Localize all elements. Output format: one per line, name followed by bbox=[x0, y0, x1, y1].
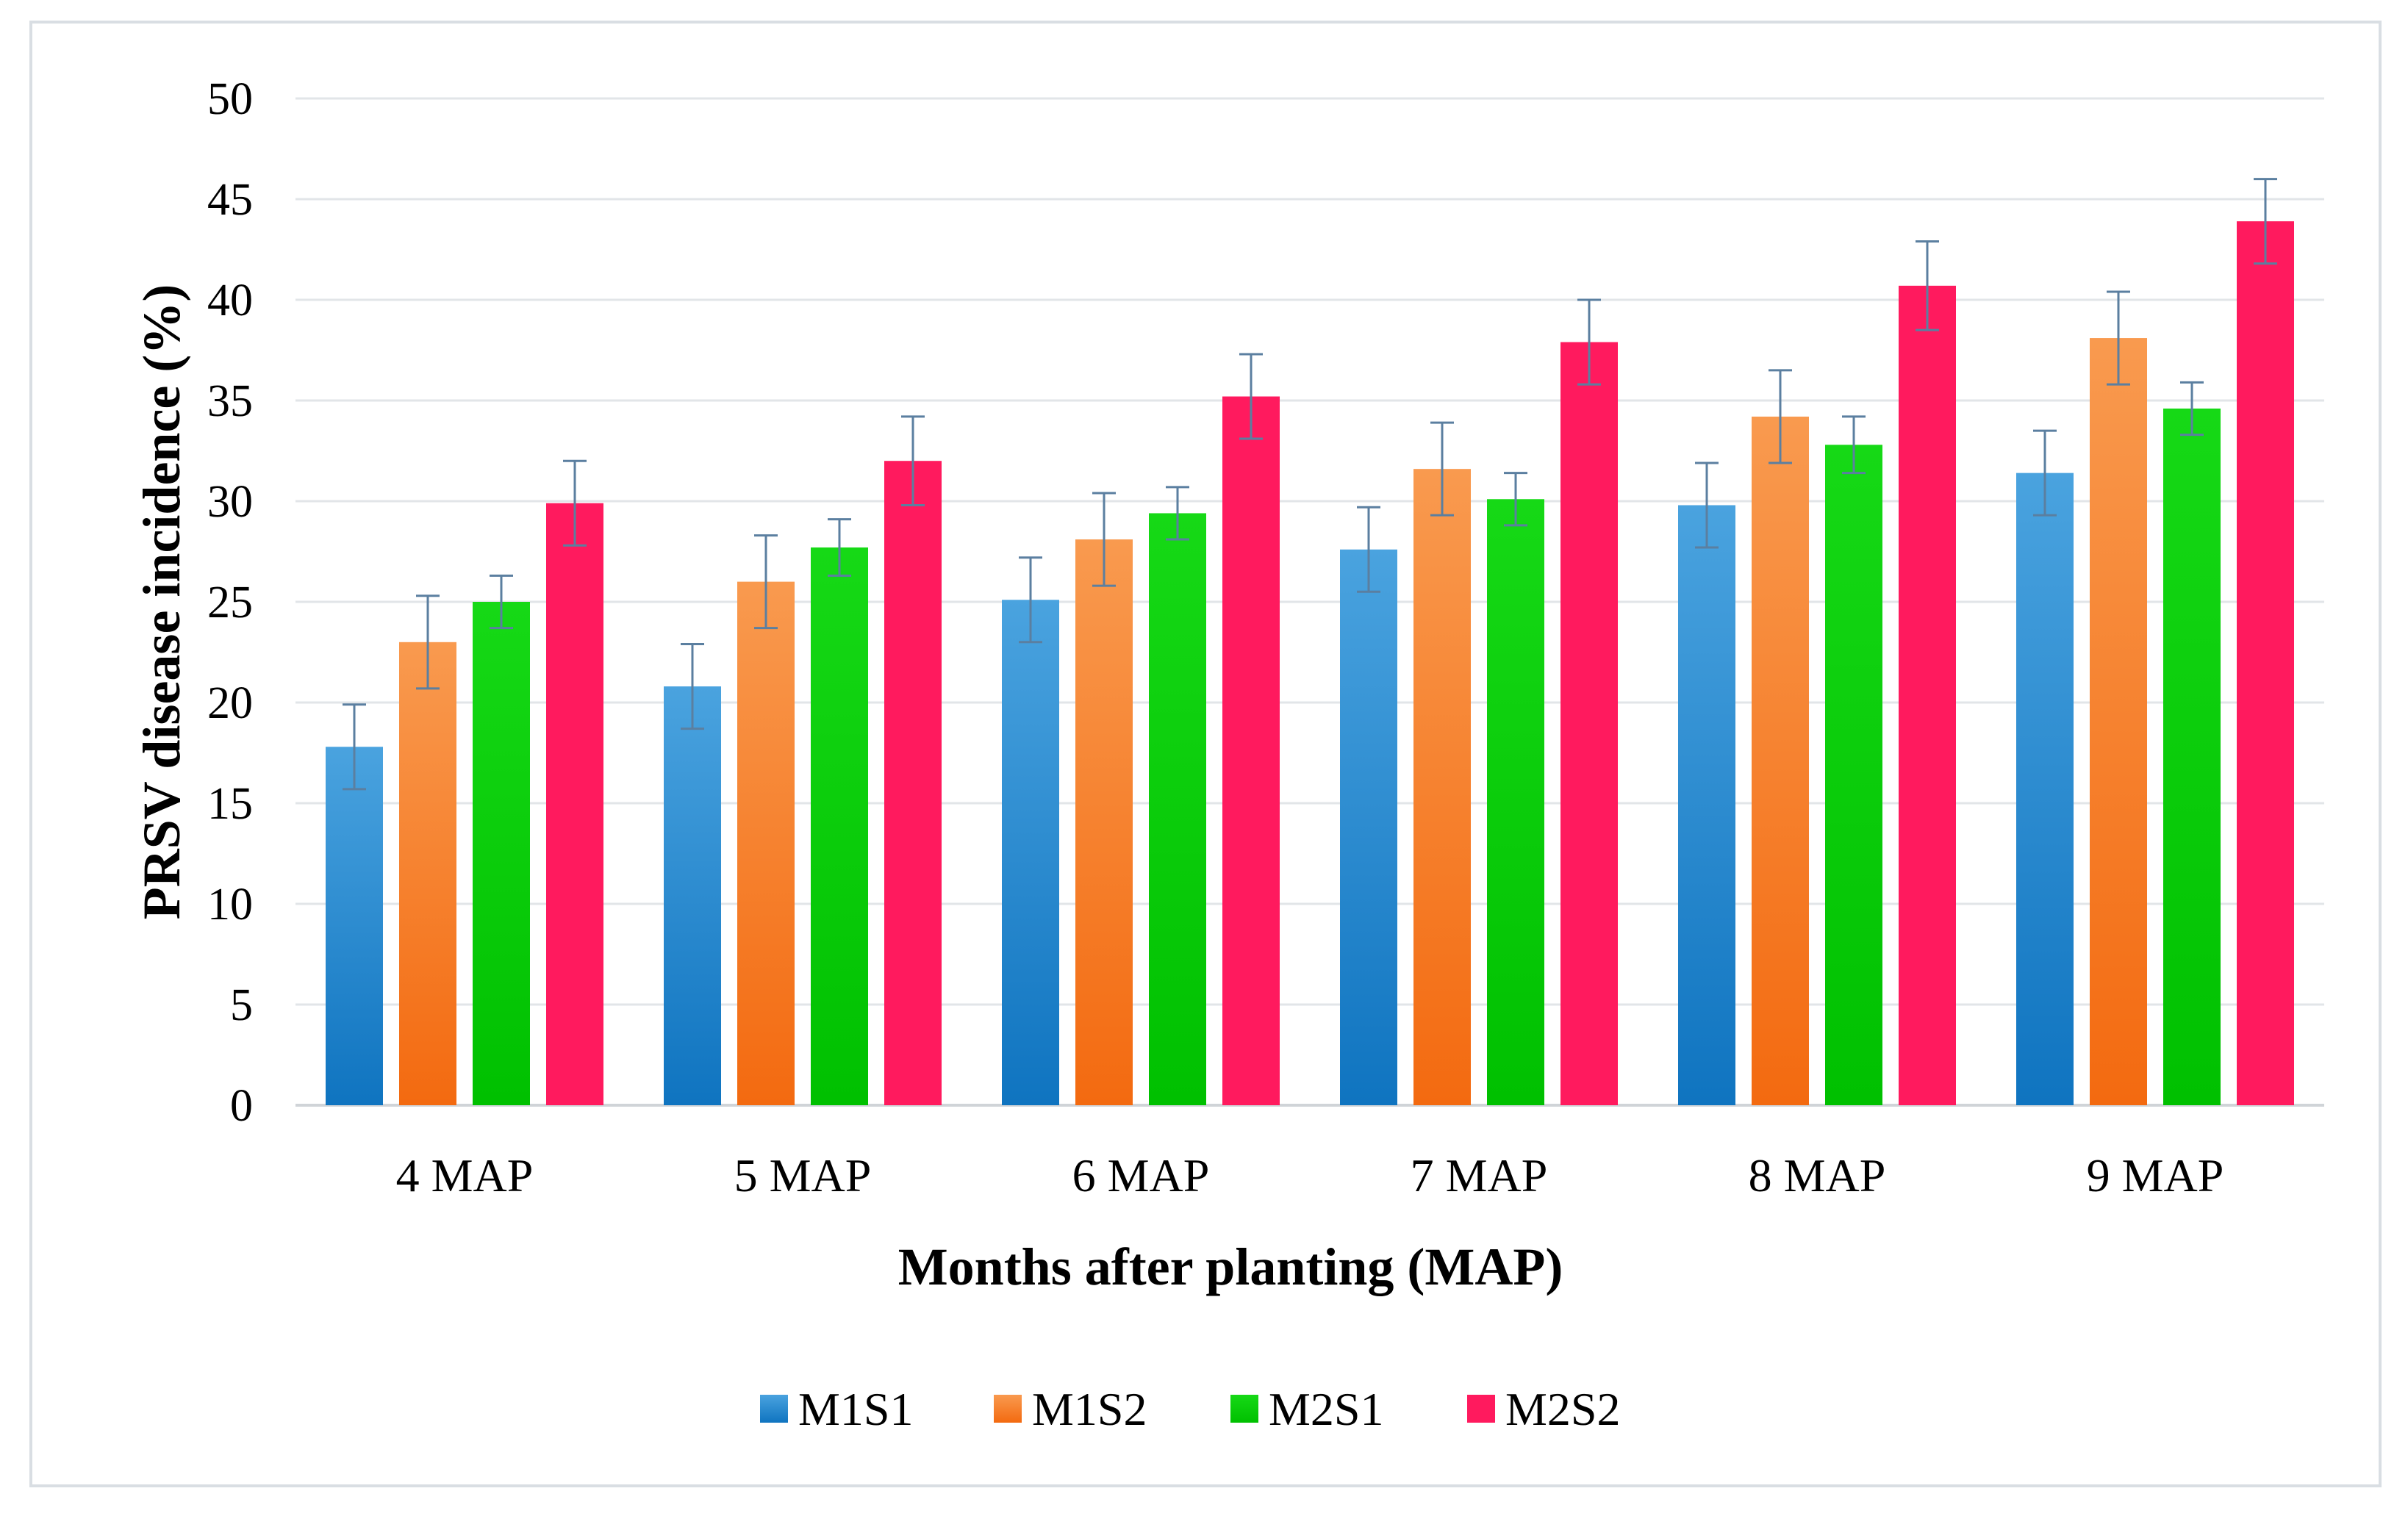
y-tick-label: 35 bbox=[207, 376, 253, 426]
gridlines bbox=[295, 97, 2324, 1107]
bar-m2s2-7-map bbox=[1560, 342, 1618, 1105]
x-category-label: 7 MAP bbox=[1411, 1149, 1548, 1201]
error-bars bbox=[343, 178, 2277, 791]
error-bar bbox=[1695, 461, 1719, 549]
y-tick-label: 40 bbox=[207, 276, 253, 326]
bar-m1s2-9-map bbox=[2090, 338, 2147, 1105]
x-category-label: 8 MAP bbox=[1749, 1149, 1886, 1201]
legend-label: M2S1 bbox=[1269, 1383, 1384, 1435]
error-bar bbox=[754, 534, 778, 630]
legend-swatch bbox=[1467, 1395, 1495, 1423]
bar-m1s2-7-map bbox=[1413, 469, 1471, 1105]
bar-m2s2-9-map bbox=[2237, 221, 2294, 1105]
bar-m1s2-5-map bbox=[737, 581, 795, 1105]
legend-item-m1s1: M1S1 bbox=[760, 1383, 914, 1435]
error-bar bbox=[2033, 429, 2057, 517]
bar-m2s2-4-map bbox=[546, 503, 603, 1105]
error-bar bbox=[2180, 381, 2204, 437]
bar-m2s1-4-map bbox=[473, 602, 530, 1105]
error-bar bbox=[1357, 506, 1380, 593]
error-bar bbox=[1092, 492, 1116, 587]
x-category-label: 6 MAP bbox=[1072, 1149, 1210, 1201]
y-tick-label: 20 bbox=[207, 678, 253, 728]
y-tick-label: 10 bbox=[207, 880, 253, 930]
error-bar bbox=[681, 643, 704, 730]
legend-label: M1S2 bbox=[1032, 1383, 1147, 1435]
bar-m1s2-4-map bbox=[399, 642, 456, 1105]
bar-m2s2-6-map bbox=[1222, 396, 1280, 1105]
legend-item-m1s2: M1S2 bbox=[994, 1383, 1147, 1435]
legend-label: M2S2 bbox=[1505, 1383, 1621, 1435]
bar-m2s2-8-map bbox=[1899, 285, 1956, 1105]
bar-m2s1-7-map bbox=[1487, 499, 1544, 1105]
bar-m1s1-4-map bbox=[326, 747, 383, 1105]
error-bar bbox=[1239, 353, 1263, 440]
legend-swatch bbox=[760, 1395, 788, 1423]
error-bar bbox=[1916, 240, 1939, 331]
bar-m1s1-7-map bbox=[1340, 549, 1397, 1105]
bar-m1s2-8-map bbox=[1752, 416, 1809, 1105]
legend: M1S1 M1S2 M2S1 M2S2 bbox=[760, 1383, 1621, 1435]
error-bar bbox=[416, 594, 440, 690]
bar-m2s1-5-map bbox=[811, 547, 868, 1105]
error-bar bbox=[2107, 290, 2130, 386]
x-category-label: 4 MAP bbox=[396, 1149, 534, 1201]
x-axis-categories: 4 MAP 5 MAP 6 MAP 7 MAP 8 MAP 9 MAP bbox=[396, 1149, 2224, 1201]
error-bar bbox=[1166, 486, 1189, 541]
legend-item-m2s1: M2S1 bbox=[1230, 1383, 1384, 1435]
error-bar bbox=[1019, 556, 1042, 644]
bar-m2s1-9-map bbox=[2163, 408, 2221, 1105]
x-category-label: 5 MAP bbox=[734, 1149, 872, 1201]
error-bar bbox=[2254, 178, 2277, 265]
legend-swatch bbox=[994, 1395, 1022, 1423]
error-bar bbox=[1430, 421, 1454, 517]
error-bar bbox=[563, 459, 587, 547]
bar-m2s2-5-map bbox=[884, 461, 942, 1105]
bar-m1s1-8-map bbox=[1678, 505, 1735, 1105]
legend-swatch bbox=[1230, 1395, 1258, 1423]
error-bar bbox=[1577, 298, 1601, 386]
y-tick-label: 15 bbox=[207, 779, 253, 829]
error-bar bbox=[343, 703, 366, 791]
bar-m2s1-6-map bbox=[1149, 513, 1206, 1105]
y-tick-label: 25 bbox=[207, 578, 253, 628]
bar-m2s1-8-map bbox=[1825, 445, 1882, 1105]
y-tick-label: 5 bbox=[230, 980, 253, 1030]
y-axis-ticks: 0 5 10 15 20 25 30 35 40 45 50 bbox=[207, 74, 253, 1131]
y-tick-label: 50 bbox=[207, 74, 253, 124]
x-axis-title: Months after planting (MAP) bbox=[898, 1237, 1563, 1296]
error-bar bbox=[490, 574, 513, 630]
bar-m1s2-6-map bbox=[1075, 539, 1133, 1105]
error-bar bbox=[901, 415, 925, 506]
bar-m1s1-6-map bbox=[1002, 600, 1059, 1105]
bar-chart: 0 5 10 15 20 25 30 35 40 45 50 4 MAP 5 MAP 6 MAP 7 MA… bbox=[132, 74, 2324, 1435]
x-category-label: 9 MAP bbox=[2087, 1149, 2224, 1201]
y-tick-label: 0 bbox=[230, 1081, 253, 1131]
bar-m1s1-9-map bbox=[2016, 473, 2074, 1105]
bars bbox=[326, 221, 2294, 1105]
legend-item-m2s2: M2S2 bbox=[1467, 1383, 1621, 1435]
bar-m1s1-5-map bbox=[664, 686, 721, 1105]
y-tick-label: 30 bbox=[207, 477, 253, 527]
error-bar bbox=[1504, 472, 1527, 527]
error-bar bbox=[828, 518, 851, 577]
legend-label: M1S1 bbox=[798, 1383, 914, 1435]
chart-frame: 0 5 10 15 20 25 30 35 40 45 50 4 MAP 5 MAP 6 MAP 7 MA… bbox=[29, 21, 2382, 1487]
error-bar bbox=[1842, 415, 1866, 475]
y-tick-label: 45 bbox=[207, 175, 253, 225]
error-bar bbox=[1769, 369, 1792, 464]
y-axis-title: PRSV disease incidence (%) bbox=[132, 284, 191, 920]
